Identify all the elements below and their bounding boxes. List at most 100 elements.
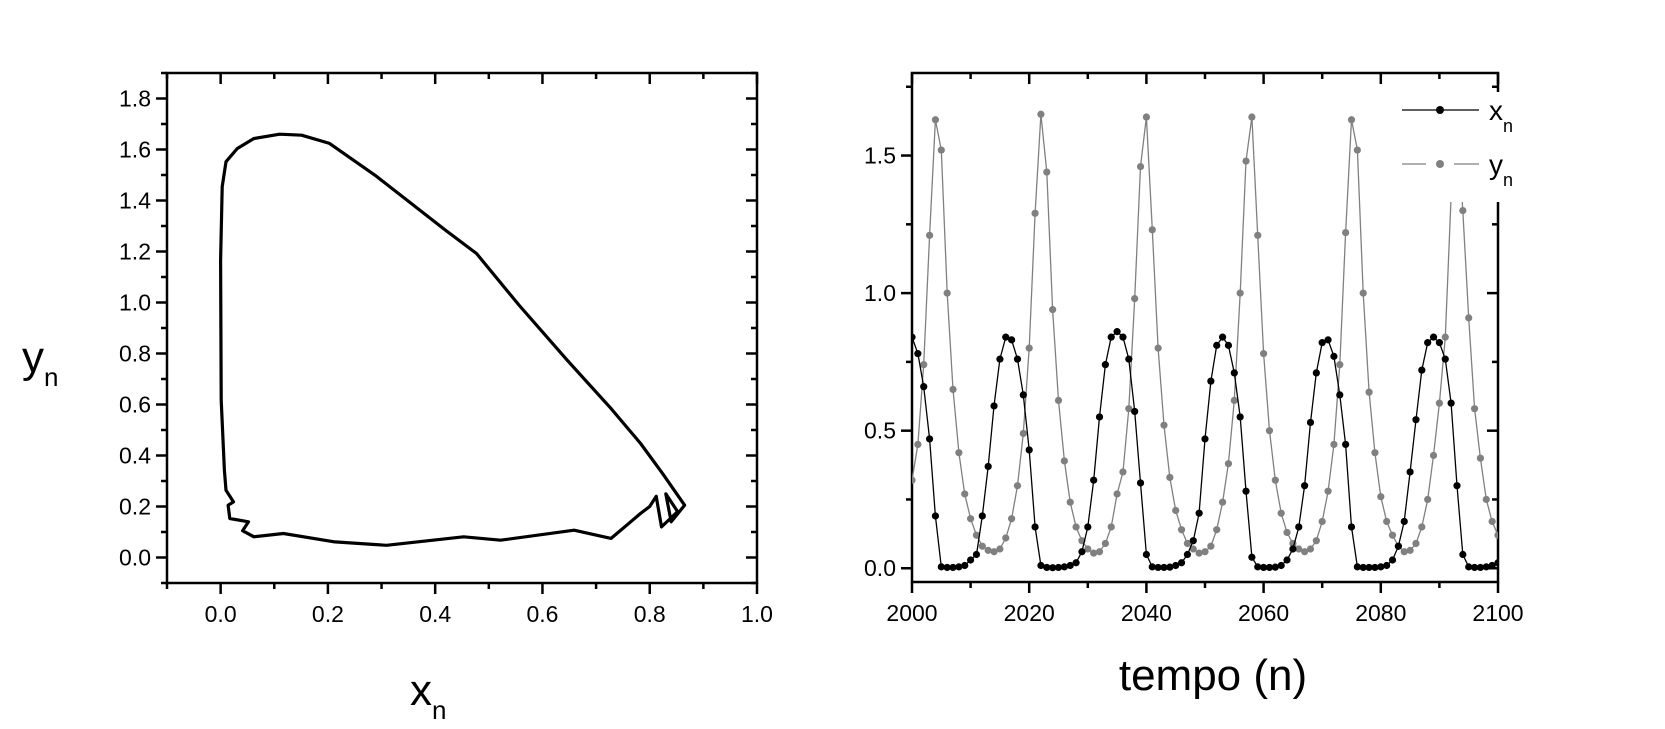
data-point-x-n — [1177, 559, 1186, 567]
data-point-x-n — [1330, 352, 1338, 360]
data-point-x-n — [1002, 333, 1010, 341]
data-point-x-n — [1113, 328, 1121, 336]
data-point-x-n — [1224, 341, 1233, 349]
data-point-x-n — [1324, 336, 1332, 344]
data-point-y-n — [1260, 350, 1268, 358]
timeseries-x-tick-label: 2020 — [1004, 600, 1055, 626]
data-point-y-n — [1383, 517, 1391, 526]
data-point-y-n — [1441, 333, 1449, 341]
data-point-y-n — [1160, 421, 1168, 429]
data-point-y-n — [1435, 399, 1443, 407]
phase-x-tick-label: 0.4 — [419, 601, 451, 627]
data-point-x-n — [1271, 563, 1279, 571]
data-point-x-n — [1195, 509, 1203, 517]
x-axis-title-main: x — [410, 666, 432, 715]
data-point-y-n — [1054, 396, 1063, 405]
data-point-y-n — [1371, 449, 1379, 457]
data-point-y-n — [925, 231, 934, 239]
data-point-y-n — [961, 490, 969, 498]
data-point-y-n — [967, 515, 975, 523]
data-point-x-n — [1353, 563, 1361, 571]
data-point-y-n — [1177, 526, 1186, 534]
data-point-y-n — [937, 146, 945, 154]
data-point-x-n — [1359, 563, 1367, 572]
phase-y-tick-label: 0.2 — [119, 494, 151, 520]
data-point-y-n — [1025, 344, 1033, 352]
data-point-x-n — [1019, 391, 1027, 399]
data-point-x-n — [1424, 339, 1432, 347]
data-point-x-n — [1388, 556, 1397, 564]
data-point-y-n — [931, 116, 940, 124]
data-point-y-n — [1201, 548, 1209, 556]
data-point-x-n — [1412, 416, 1420, 424]
data-point-x-n — [1465, 563, 1473, 571]
data-point-x-n — [1476, 563, 1485, 572]
data-point-x-n — [1371, 563, 1379, 572]
timeseries-y-tick-label: 1.5 — [864, 143, 896, 169]
data-point-y-n — [1306, 545, 1315, 553]
trajectory-line — [219, 132, 687, 547]
data-point-x-n — [1254, 563, 1262, 571]
data-point-y-n — [1365, 388, 1373, 396]
timeseries-axes: 2000 2020 2040 2060 2080 2100 0.0 0.5 1.0 1.5 — [864, 71, 1524, 626]
data-point-x-n — [1201, 435, 1209, 443]
data-point-y-n — [1119, 468, 1127, 476]
data-point-x-n — [1230, 369, 1238, 377]
data-point-x-n — [1183, 550, 1192, 559]
data-point-x-n — [1470, 563, 1479, 572]
x-axis-title: xn — [410, 666, 446, 725]
data-point-y-n — [1230, 396, 1238, 405]
timeseries-x-tick-label: 2000 — [886, 600, 937, 626]
phase-x-tick-label: 0.2 — [312, 601, 344, 627]
data-point-x-n — [1418, 366, 1426, 374]
data-point-y-n — [1154, 344, 1162, 352]
data-point-y-n — [1424, 495, 1432, 504]
data-point-x-n — [990, 402, 998, 410]
data-point-y-n — [1470, 405, 1479, 413]
data-point-x-n — [955, 563, 963, 571]
legend-marker-y-n — [1436, 160, 1444, 168]
phase-y-tick-label: 1.2 — [119, 239, 151, 265]
data-point-y-n — [1101, 539, 1109, 548]
data-point-y-n — [1277, 509, 1285, 517]
data-point-y-n — [1125, 405, 1133, 413]
data-point-y-n — [1107, 523, 1115, 531]
data-point-x-n — [1482, 563, 1490, 571]
data-point-y-n — [1412, 539, 1420, 548]
data-point-y-n — [1248, 113, 1256, 121]
data-point-x-n — [925, 435, 934, 443]
data-point-y-n — [1347, 116, 1356, 124]
data-point-x-n — [1084, 523, 1092, 531]
y-axis-title: yn — [22, 333, 58, 392]
timeseries-y-tick-label: 1.0 — [864, 280, 896, 306]
timeseries-plot-area — [912, 110, 1498, 572]
data-point-y-n — [1318, 517, 1326, 526]
data-point-x-n — [1107, 333, 1115, 341]
data-point-y-n — [1388, 531, 1397, 539]
data-point-x-n — [1406, 468, 1414, 476]
data-point-x-n — [1301, 482, 1309, 490]
data-point-y-n — [1218, 498, 1227, 506]
legend-label-x-n: xn — [1489, 95, 1513, 136]
data-point-x-n — [1265, 563, 1274, 572]
legend-label-y-n-subscript: n — [1503, 170, 1513, 190]
legend-label-y-n-main: y — [1489, 149, 1503, 180]
data-point-x-n — [1365, 563, 1373, 572]
data-point-x-n — [1025, 446, 1033, 454]
data-point-y-n — [1283, 528, 1291, 537]
data-point-x-n — [1248, 553, 1256, 561]
data-point-x-n — [1394, 542, 1402, 550]
data-point-x-n — [1013, 355, 1022, 363]
data-point-y-n — [996, 545, 1004, 553]
data-point-x-n — [1459, 550, 1467, 559]
data-point-x-n — [1435, 339, 1443, 347]
data-point-y-n — [984, 546, 992, 554]
data-point-y-n — [1142, 113, 1150, 121]
data-point-x-n — [1072, 559, 1080, 567]
data-point-y-n — [1342, 228, 1350, 237]
data-point-y-n — [943, 289, 951, 297]
data-point-y-n — [1002, 534, 1010, 542]
data-point-y-n — [1265, 427, 1274, 435]
data-point-x-n — [1447, 399, 1455, 407]
